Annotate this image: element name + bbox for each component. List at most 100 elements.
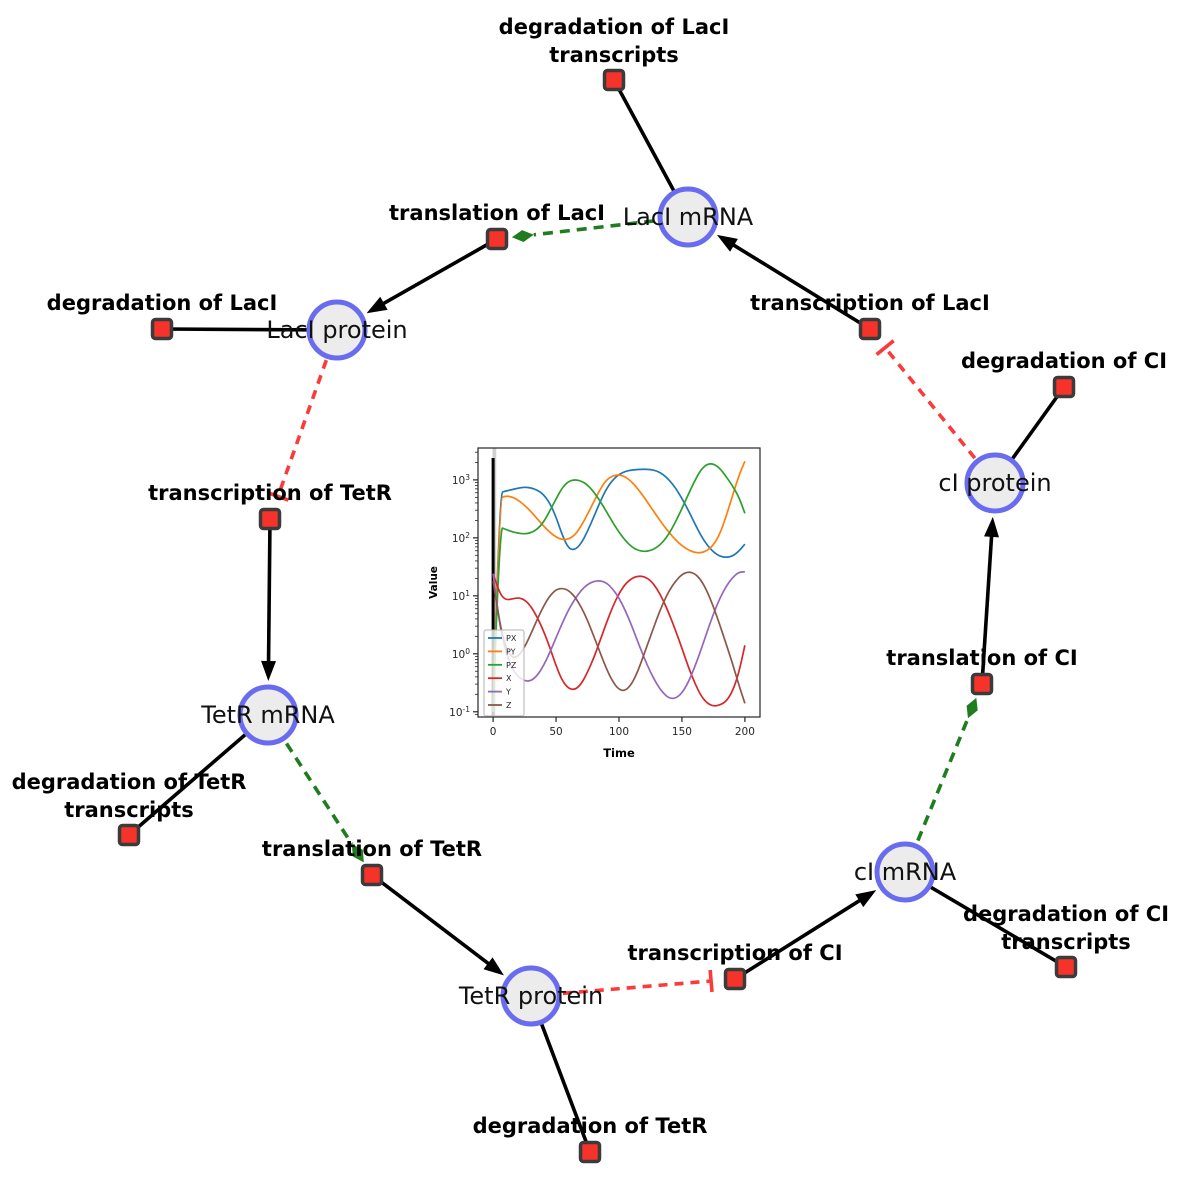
reaction-node-txn_ci — [723, 967, 747, 991]
reaction-node-deg_tetr_tx — [117, 823, 141, 847]
legend-label-X: X — [506, 674, 512, 683]
edge-txn_tetr-to-tetr_mrna — [261, 518, 277, 682]
species-node-tetr_mrna — [237, 684, 299, 746]
reaction-line — [734, 896, 866, 981]
diamond-arrowhead-icon — [966, 697, 978, 719]
diamond-arrowhead-icon — [511, 230, 534, 242]
reaction-line — [980, 530, 994, 685]
reaction-line — [377, 237, 498, 308]
edge-ci_protein-to-txn_laci — [875, 339, 997, 485]
reaction-label-deg_ci_tx: degradation of CI transcripts — [963, 902, 1169, 954]
reaction-label-transl_tetr: translation of TetR — [262, 837, 482, 861]
species-label-tetr_protein: TetR protein — [458, 982, 603, 1010]
edge-transl_laci-to-laci_protein — [366, 237, 498, 314]
species-label-laci_protein: LacI protein — [266, 316, 407, 344]
edge-ci_mrna-to-transl_ci — [903, 697, 978, 873]
reaction-label-txn_ci: transcription of CI — [627, 941, 842, 965]
reaction-node-deg_laci_tx — [602, 68, 626, 92]
reaction-node-deg_laci — [150, 317, 174, 341]
edge-txn_laci-to-laci_mrna — [716, 234, 871, 331]
reaction-label-deg_tetr: degradation of TetR — [473, 1114, 708, 1138]
reaction-label-deg_tetr_tx: degradation of TetR transcripts — [12, 770, 247, 822]
svg-text:200: 200 — [735, 726, 755, 738]
modifier-dashed-line — [903, 717, 970, 873]
nodes-layer — [117, 68, 1078, 1164]
species-node-ci_mrna — [874, 841, 936, 903]
reaction-node-transl_laci — [485, 227, 509, 251]
legend-label-PY: PY — [506, 647, 516, 656]
species-label-ci_mrna: cI mRNA — [854, 858, 957, 886]
chart-series-Y — [492, 570, 745, 700]
svg-text:150: 150 — [672, 726, 692, 738]
reaction-node-txn_laci — [858, 317, 882, 341]
reaction-label-transl_laci: translation of LacI — [389, 201, 605, 225]
tbar-inhibition-icon — [708, 969, 714, 993]
edges-layer — [127, 79, 1067, 1153]
reaction-label-deg_laci: degradation of LacI — [47, 291, 278, 315]
chart-legend: PX PY PZ XYZ — [483, 629, 525, 717]
arrowhead-icon — [716, 234, 738, 252]
species-label-tetr_mrna: TetR mRNA — [200, 701, 335, 729]
arrowhead-icon — [366, 296, 388, 314]
svg-text:100: 100 — [609, 726, 629, 738]
edge-transl_ci-to-ci_protein — [980, 516, 999, 685]
species-node-ci_protein — [964, 452, 1026, 514]
reaction-line — [370, 873, 494, 969]
reaction-node-deg_ci_tx — [1054, 955, 1078, 979]
edge-txn_ci-to-ci_mrna — [734, 890, 877, 981]
reaction-line — [266, 518, 272, 668]
arrowhead-icon — [855, 890, 877, 908]
chart-series-Z — [492, 571, 746, 704]
timecourse-inset-chart: 0 50 100 150 20010-1100101102103TimeValuePXP… — [425, 425, 770, 770]
chart-x-ticks: 0 50 100 150 200 — [490, 717, 755, 738]
legend-label-PZ: PZ — [506, 661, 517, 670]
reaction-label-deg_laci_tx: degradation of LacI transcripts — [499, 15, 730, 67]
edge-laci_protein-to-txn_tetr — [267, 329, 339, 502]
consumption-line — [904, 870, 1067, 969]
chart-series-PZ — [492, 463, 746, 712]
species-node-laci_mrna — [657, 186, 719, 248]
species-node-laci_protein — [306, 299, 368, 361]
species-label-ci_protein: cI protein — [938, 469, 1051, 497]
reaction-label-transl_ci: translation of CI — [886, 646, 1077, 670]
diamond-arrowhead-icon — [351, 843, 364, 863]
chart-series-PY — [492, 460, 746, 712]
species-label-laci_mrna: LacI mRNA — [623, 203, 754, 231]
chart-xlabel: Time — [603, 746, 635, 760]
reaction-node-deg_tetr — [578, 1140, 602, 1164]
legend-label-Z: Z — [506, 701, 512, 710]
edge-ci_mrna-to-deg_ci_tx — [904, 870, 1067, 969]
chart-ylabel: Value — [428, 566, 440, 599]
arrowhead-icon — [483, 957, 504, 976]
edge-tetr_protein-to-txn_ci — [530, 969, 714, 998]
species-node-tetr_protein — [500, 965, 562, 1027]
legend-label-PX: PX — [506, 634, 517, 643]
reaction-line — [727, 240, 871, 331]
chart-series-PX — [492, 468, 746, 712]
svg-text:0: 0 — [490, 726, 497, 738]
reaction-label-deg_ci: degradation of CI — [961, 349, 1167, 373]
labels-layer: degradation of LacI transcripts translatio… — [12, 15, 1169, 1138]
chart-series-layer — [492, 460, 746, 712]
inhibition-dashed-line — [883, 346, 997, 485]
reaction-node-transl_ci — [970, 672, 994, 696]
reaction-label-txn_laci: transcription of LacI — [750, 291, 990, 315]
tbar-inhibition-icon — [875, 339, 895, 356]
reaction-node-transl_tetr — [360, 863, 384, 887]
reaction-node-deg_ci — [1052, 375, 1076, 399]
svg-text:50: 50 — [549, 726, 562, 738]
legend-label-Y: Y — [505, 688, 511, 697]
inhibition-dashed-line — [530, 979, 712, 998]
arrowhead-icon — [984, 516, 999, 538]
chart-background — [425, 425, 770, 770]
edge-transl_tetr-to-tetr_protein — [370, 873, 504, 976]
reaction-node-txn_tetr — [258, 507, 282, 531]
edge-tetr_mrna-to-deg_tetr_tx — [127, 713, 270, 837]
inhibition-dashed-line — [276, 329, 339, 497]
reaction-label-txn_tetr: transcription of TetR — [148, 481, 392, 505]
tbar-inhibition-icon — [267, 491, 289, 502]
consumption-line — [127, 713, 270, 837]
arrowhead-icon — [261, 660, 277, 682]
